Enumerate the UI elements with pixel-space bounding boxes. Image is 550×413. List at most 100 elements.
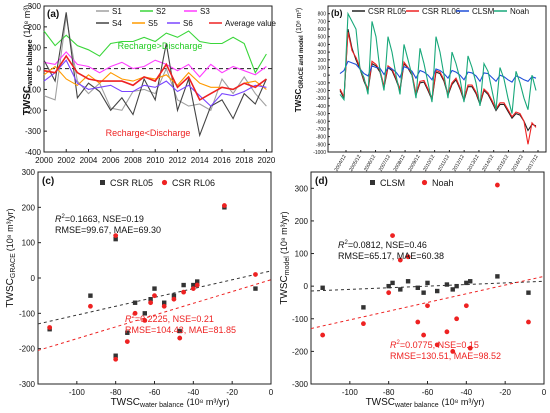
- panel-c-stat-rmse: RMSE=99.67, MAE=69.30: [55, 225, 161, 235]
- panel-c-point-square: [113, 236, 118, 242]
- panel-c-point-circle: [113, 356, 119, 362]
- panel-b-xtick-label: 2016/12: [511, 154, 525, 173]
- panel-b-xtick-label: 2012/12: [452, 154, 466, 173]
- panel-c-point-circle: [88, 303, 93, 309]
- panel-d-ytick-label: -300: [292, 380, 309, 389]
- panel-d-point-circle: [397, 257, 403, 263]
- panel-a-legend-label: S1: [112, 7, 122, 16]
- panel-a-legend-label: Average value: [225, 19, 277, 28]
- panel-d-point-square: [444, 282, 450, 287]
- panel-a-ytick-label: 300: [28, 2, 42, 11]
- panel-c-point-square: [152, 286, 157, 291]
- panel-c-xtick-label: -100: [69, 388, 86, 397]
- panel-b-ylabel: TWSCGRACE and model(10⁸ m³): [294, 8, 305, 112]
- panel-b-ytick-label: -900: [316, 142, 326, 148]
- panel-b-xtick-label: 2008/12: [393, 154, 407, 173]
- panel-b-xtick-label: 2007/12: [378, 154, 392, 173]
- panel-d-point-square: [386, 283, 391, 289]
- panel-b-legend-label: CSR RL06: [422, 7, 461, 16]
- panel-c-point-square: [191, 282, 196, 288]
- panel-b-ytick-label: 200: [318, 58, 327, 64]
- panel-b-xtick-label: 2011/12: [437, 154, 451, 173]
- panel-d-point-circle: [434, 342, 440, 348]
- panel-c-point-square: [195, 279, 200, 284]
- panel-b-ytick-label: 700: [318, 19, 327, 25]
- panel-d-point-square: [468, 279, 473, 284]
- panel-b-ytick-label: -500: [316, 112, 326, 118]
- panel-c-point-square: [88, 293, 93, 298]
- panel-c-xtick-label: -20: [226, 388, 238, 397]
- panel-c-point-square: [253, 286, 258, 291]
- panel-a-plot-frame: [43, 5, 273, 153]
- panel-a-ytick-label: -200: [25, 106, 42, 115]
- panel-a-ytick-label: -100: [25, 85, 42, 94]
- panel-c-legend-marker: [161, 179, 168, 186]
- panel-c-stat-r2: R2=0.2225, NSE=0.21: [125, 314, 214, 324]
- panel-a-xtick-label: 2020: [258, 156, 276, 165]
- panel-b-ytick-label: 100: [318, 65, 327, 71]
- panel-a-xtick-label: 2000: [35, 156, 53, 165]
- panel-d-xlabel: TWSCwater balance (10⁸ m³/yr): [366, 397, 485, 409]
- panel-c-legend-label: CSR RL05: [110, 178, 153, 188]
- panel-c-point-circle: [171, 296, 177, 302]
- panel-d-point-circle: [454, 316, 460, 322]
- panel-c-point-circle: [132, 310, 138, 316]
- panel-d-ytick-label: 300: [295, 184, 309, 193]
- panel-c-xtick-label: -60: [149, 388, 161, 397]
- panel-c-point-square: [125, 330, 130, 335]
- panel-c-ytick-label: 300: [22, 168, 36, 177]
- panel-b-ytick-label: -700: [316, 127, 326, 133]
- panel-d-stat-r2: R2=0.0775, NSE=0.15: [390, 340, 479, 350]
- panel-c-ytick-label: -100: [19, 309, 36, 318]
- panel-a-annotation-recharge-gt: Recharge>Discharge: [118, 41, 203, 51]
- panel-d-ylabel: TWSCmodel(10⁸ m³/yr): [279, 211, 291, 304]
- panel-d-point-circle: [450, 348, 456, 354]
- panel-c-legend-label: CSR RL06: [172, 178, 215, 188]
- panel-c-point-circle: [152, 293, 157, 299]
- panel-a-ytick-label: 100: [28, 44, 42, 53]
- panel-d-point-square: [405, 279, 411, 284]
- panel-d-point-circle: [526, 319, 531, 325]
- panel-b-ytick-label: 0: [323, 73, 326, 79]
- panel-b-xtick-label: 2005/12: [348, 154, 362, 173]
- panel-b-ytick-label: 300: [318, 50, 327, 56]
- panel-d-xtick-label: 0: [542, 388, 547, 397]
- panel-d-point-square: [398, 287, 403, 292]
- panel-b-ytick-label: 800: [318, 12, 327, 18]
- panel-c-fit-line: [37, 270, 272, 325]
- panel-b-legend-label: CSR RL05: [368, 7, 407, 16]
- panel-c-stat-r2-value: =0.2225, NSE=0.21: [135, 314, 214, 324]
- panel-d-point-square: [495, 274, 500, 279]
- panel-b-ytick-label: -800: [316, 135, 326, 141]
- panel-b-ytick-label: -200: [316, 89, 326, 95]
- panel-d-fit-line: [310, 275, 545, 330]
- panel-d-stat-r2: R2=0.0812, NSE=0.46: [338, 240, 427, 250]
- panel-a-series-s2: [43, 30, 267, 74]
- panel-d-label: (d): [315, 176, 328, 187]
- panel-d-xtick-label: -80: [383, 388, 395, 397]
- panel-d-ytick-label: 200: [295, 217, 309, 226]
- panel-d-point-square: [425, 280, 430, 286]
- panel-d-point-circle: [320, 332, 326, 338]
- panel-c-ytick-label: 0: [31, 274, 36, 283]
- panel-d-point-square: [454, 283, 459, 289]
- panel-a-label: (a): [47, 9, 59, 20]
- panel-c-stat-superscript: 2: [62, 214, 66, 220]
- panel-c-point-square: [162, 300, 167, 305]
- panel-b-label: (b): [331, 8, 343, 18]
- panel-a-series-s4: [43, 12, 267, 138]
- panel-c-point-circle: [194, 282, 200, 288]
- panel-d-point-square: [421, 290, 426, 295]
- panel-c-point-circle: [190, 286, 196, 291]
- panel-b-ytick-label: 600: [318, 27, 327, 33]
- panel-a-ytick-label: -400: [25, 148, 42, 157]
- panel-d-point-square: [320, 285, 325, 290]
- panel-c-stat-r2-value: =0.1663, NSE=0.19: [65, 214, 144, 224]
- panel-c-ytick-label: 100: [22, 239, 36, 248]
- panel-b-plot-frame: [327, 5, 547, 153]
- panel-b-xtick-label: 2004/12: [333, 154, 347, 173]
- panel-a-xtick-label: 2014: [191, 156, 209, 165]
- panel-d-xtick-label: -100: [342, 388, 359, 397]
- panel-a-legend-label: S4: [112, 19, 122, 28]
- panel-d-legend-label: Noah: [432, 178, 454, 188]
